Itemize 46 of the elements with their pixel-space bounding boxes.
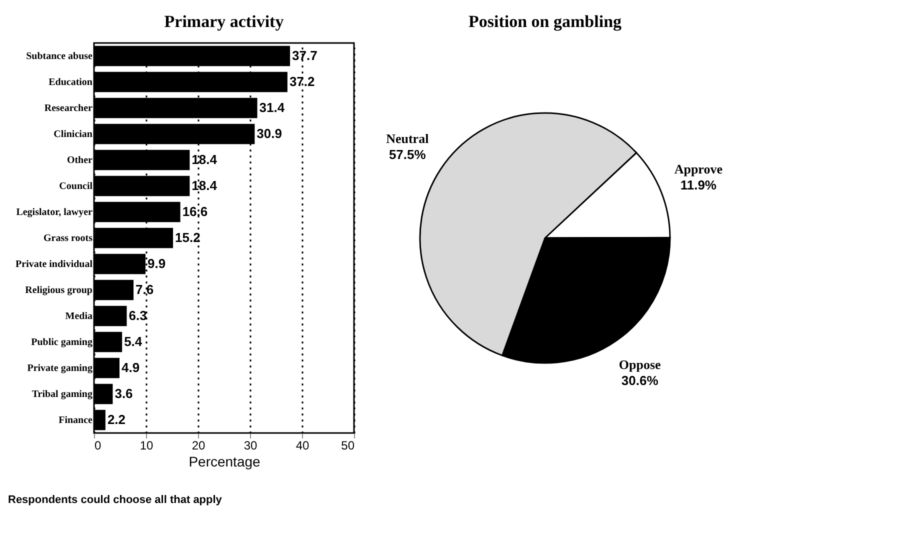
y-tick-label: Education (48, 77, 93, 88)
x-tick-label: 0 (94, 438, 102, 452)
y-tick-label: Other (66, 155, 94, 166)
slice-label: Neutral (386, 130, 430, 146)
data-label: 9.9 (147, 256, 166, 271)
data-label: 31.4 (259, 100, 286, 115)
x-tick-label: 20 (192, 438, 206, 452)
y-tick-label: Religious group (25, 285, 93, 296)
y-tick-label: Legislator, lawyer (16, 207, 94, 218)
y-tick-label: Grass roots (44, 233, 93, 244)
data-label: 6.3 (128, 308, 147, 323)
data-label: 18.4 (192, 178, 218, 193)
y-tick-label: Council (59, 181, 93, 192)
x-tick-label: 30 (244, 438, 258, 452)
data-label: 18.4 (192, 152, 218, 167)
y-tick-label: Finance (58, 415, 94, 426)
slice-label: Approve (674, 161, 723, 176)
data-label: 37.7 (292, 48, 318, 63)
x-axis-title: Percentage (188, 454, 261, 470)
y-tick-label: Tribal gaming (32, 389, 92, 400)
y-tick-label: Clinician (54, 129, 93, 140)
x-tick-label: 40 (296, 438, 310, 452)
data-label: 5.4 (124, 334, 143, 349)
data-label: 30.9 (256, 126, 282, 141)
data-label: 3.6 (114, 386, 133, 401)
chart-title: Primary activity (164, 12, 284, 31)
data-label: 57.5% (388, 146, 426, 162)
y-tick-label: Media (65, 311, 92, 322)
data-label: 11.9% (680, 177, 717, 192)
y-tick-label: Private individual (16, 259, 93, 270)
data-label: 7.6 (136, 282, 154, 297)
data-label: 30.6% (621, 373, 659, 388)
text: Respondents could choose all that apply (8, 494, 223, 506)
y-tick-label: Private gaming (27, 363, 92, 374)
y-tick-label: Public gaming (31, 337, 92, 348)
data-label: 15.2 (175, 230, 200, 245)
data-label: 37.2 (289, 74, 315, 89)
data-label: 4.9 (121, 360, 140, 375)
x-tick-label: 50 (341, 438, 355, 452)
data-label: 16.6 (182, 204, 208, 219)
data-label: 2.2 (107, 412, 126, 427)
slice-label: Oppose (618, 357, 662, 372)
x-tick-label: 10 (140, 438, 154, 452)
y-tick-label: Subtance abuse (26, 51, 94, 62)
y-tick-label: Researcher (44, 103, 94, 114)
chart-title: Position on gambling (468, 12, 622, 31)
